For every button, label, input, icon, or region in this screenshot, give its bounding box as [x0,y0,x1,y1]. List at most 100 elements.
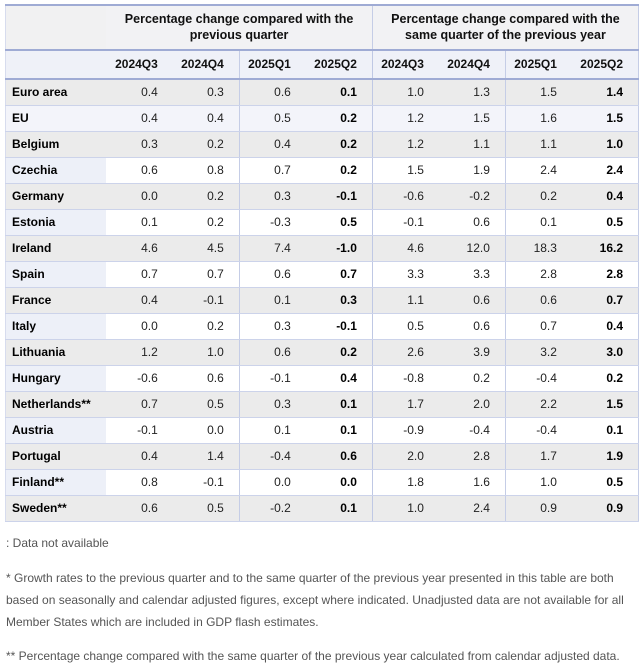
table-row: France 0.4 -0.1 0.1 0.3 1.1 0.6 0.6 0.7 [5,287,639,314]
value-cell: 0.3 [238,183,306,210]
country-name: Ireland [5,235,107,262]
country-name: Hungary [5,365,107,392]
value-cell: 0.7 [305,261,373,288]
country-name: Lithuania [5,339,107,366]
value-cell: 0.4 [238,131,306,158]
value-cell: 1.2 [371,105,439,132]
value-cell: 0.6 [238,261,306,288]
value-cell: 2.0 [438,391,506,418]
value-cell: 0.1 [238,287,306,314]
table-row: Belgium 0.3 0.2 0.4 0.2 1.2 1.1 1.1 1.0 [5,131,639,158]
value-cell: -0.8 [371,365,439,392]
value-cell: 0.1 [305,79,373,106]
value-cell: 0.2 [571,365,639,392]
value-cell: -0.9 [371,417,439,444]
value-cell: 1.1 [504,131,572,158]
value-cell: 2.4 [504,157,572,184]
country-name: Austria [5,417,107,444]
value-cell: 0.9 [571,495,639,522]
value-cell: 1.2 [106,339,173,366]
value-cell: 1.9 [571,443,639,470]
table-body: Euro area 0.4 0.3 0.6 0.1 1.0 1.3 1.5 1.… [5,79,639,522]
value-cell: 1.0 [172,339,240,366]
country-name: Euro area [5,79,107,106]
value-cell: 2.0 [371,443,439,470]
note-data-not-available: : Data not available [6,536,109,550]
value-cell: 0.2 [172,131,240,158]
value-cell: 0.6 [504,287,572,314]
value-cell: 0.5 [305,209,373,236]
country-name: Portugal [5,443,107,470]
quarter-header: 2025Q1 [238,49,306,80]
table-row: Netherlands** 0.7 0.5 0.3 0.1 1.7 2.0 2.… [5,391,639,418]
value-cell: 0.2 [438,365,506,392]
value-cell: 0.6 [238,79,306,106]
value-cell: 1.5 [371,157,439,184]
value-cell: 0.1 [305,391,373,418]
value-cell: -0.1 [238,365,306,392]
table-row: Spain 0.7 0.7 0.6 0.7 3.3 3.3 2.8 2.8 [5,261,639,288]
value-cell: 0.5 [172,391,240,418]
value-cell: 0.4 [106,443,173,470]
value-cell: 16.2 [571,235,639,262]
value-cell: 0.4 [571,183,639,210]
value-cell: 0.6 [438,287,506,314]
value-cell: 1.4 [172,443,240,470]
value-cell: 1.5 [571,391,639,418]
value-cell: 1.7 [371,391,439,418]
value-cell: 0.2 [305,157,373,184]
value-cell: 0.5 [571,469,639,496]
value-cell: 0.0 [106,313,173,340]
group-header-qoq: Percentage change compared with the prev… [106,5,373,50]
value-cell: 0.1 [305,495,373,522]
table-row: Italy 0.0 0.2 0.3 -0.1 0.5 0.6 0.7 0.4 [5,313,639,340]
country-name: Belgium [5,131,107,158]
corner-cell [5,49,107,80]
value-cell: 1.6 [504,105,572,132]
value-cell: 0.4 [305,365,373,392]
value-cell: 0.7 [571,287,639,314]
value-cell: 0.7 [106,261,173,288]
value-cell: -0.1 [172,287,240,314]
value-cell: 4.5 [172,235,240,262]
note-double-asterisk: ** Percentage change compared with the s… [6,649,620,663]
value-cell: 0.4 [571,313,639,340]
value-cell: 0.2 [504,183,572,210]
value-cell: 1.0 [504,469,572,496]
value-cell: 0.2 [305,105,373,132]
country-name: Germany [5,183,107,210]
value-cell: 2.8 [438,443,506,470]
value-cell: 2.6 [371,339,439,366]
value-cell: 3.2 [504,339,572,366]
value-cell: 0.1 [504,209,572,236]
value-cell: 0.6 [172,365,240,392]
value-cell: 1.0 [371,495,439,522]
value-cell: 0.3 [305,287,373,314]
country-name: Czechia [5,157,107,184]
value-cell: -0.4 [238,443,306,470]
value-cell: 0.3 [238,313,306,340]
quarter-header: 2025Q2 [305,49,373,80]
value-cell: 0.3 [106,131,173,158]
value-cell: -0.4 [438,417,506,444]
value-cell: -0.1 [305,183,373,210]
value-cell: 2.8 [504,261,572,288]
value-cell: 0.4 [106,287,173,314]
table-row: EU 0.4 0.4 0.5 0.2 1.2 1.5 1.6 1.5 [5,105,639,132]
table-row: Austria -0.1 0.0 0.1 0.1 -0.9 -0.4 -0.4 … [5,417,639,444]
table-row: Ireland 4.6 4.5 7.4 -1.0 4.6 12.0 18.3 1… [5,235,639,262]
value-cell: 0.8 [106,469,173,496]
value-cell: 1.1 [438,131,506,158]
value-cell: 1.5 [504,79,572,106]
value-cell: 12.0 [438,235,506,262]
value-cell: 1.0 [371,79,439,106]
value-cell: 0.7 [106,391,173,418]
value-cell: -0.1 [106,417,173,444]
country-name: Spain [5,261,107,288]
group-header-yoy: Percentage change compared with the same… [371,5,639,50]
note-asterisk: * Growth rates to the previous quarter a… [6,571,624,629]
table-row: Hungary -0.6 0.6 -0.1 0.4 -0.8 0.2 -0.4 … [5,365,639,392]
value-cell: 0.6 [238,339,306,366]
value-cell: -0.1 [172,469,240,496]
